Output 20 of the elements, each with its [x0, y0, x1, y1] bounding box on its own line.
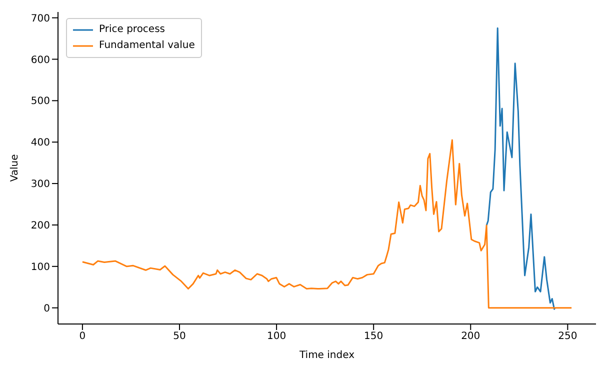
- x-tick-label: 50: [173, 331, 186, 342]
- line-series: [486, 27, 556, 310]
- legend-label: Fundamental value: [99, 39, 195, 53]
- x-tick-label: 0: [79, 331, 86, 342]
- x-tick-label: 200: [461, 331, 480, 342]
- y-tick-label: 300: [30, 179, 50, 190]
- line-series: [82, 139, 572, 309]
- legend-label: Price process: [99, 23, 166, 37]
- y-tick-label: 700: [30, 13, 50, 24]
- x-tick-label: 250: [558, 331, 578, 342]
- y-tick-label: 500: [30, 96, 50, 108]
- x-tick-label: 100: [266, 331, 286, 342]
- y-axis-title: Value: [10, 154, 21, 182]
- y-tick-label: 200: [30, 220, 50, 232]
- y-tick-label: 600: [30, 54, 50, 66]
- y-tick-label: 100: [30, 262, 50, 273]
- y-tick-label: 400: [30, 138, 50, 149]
- y-tick-label: 0: [44, 303, 50, 314]
- x-axis-title: Time index: [298, 350, 355, 361]
- x-tick-label: 150: [364, 331, 384, 342]
